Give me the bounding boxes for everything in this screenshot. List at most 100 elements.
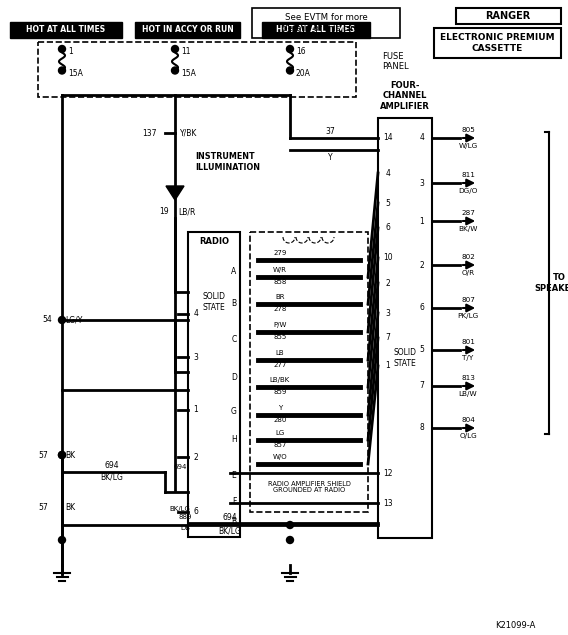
Bar [38,42,356,97]
Bar [252,8,400,38]
Text: 1: 1 [194,406,198,415]
Text: 805: 805 [461,127,475,133]
Circle shape [286,67,294,74]
Text: W/LG: W/LG [458,143,478,149]
Text: HOT AT ALL TIMES: HOT AT ALL TIMES [27,25,106,34]
Circle shape [286,521,294,528]
Text: H: H [231,436,237,444]
Text: 5: 5 [420,345,424,354]
Text: FUSE
PANEL: FUSE PANEL [382,52,408,71]
Text: 14: 14 [383,133,393,142]
Bar [10,22,122,38]
Text: O/R: O/R [461,270,474,276]
Text: SOLID
STATE: SOLID STATE [394,349,416,368]
Bar [434,28,561,58]
Text: RANGER: RANGER [486,11,531,21]
Text: RADIO AMPLIFIER SHIELD
GROUNDED AT RADIO: RADIO AMPLIFIER SHIELD GROUNDED AT RADIO [268,481,350,493]
Text: 278: 278 [273,306,287,312]
Text: 280: 280 [273,417,287,423]
Text: 8: 8 [420,424,424,432]
Text: ELECTRONIC PREMIUM
CASSETTE: ELECTRONIC PREMIUM CASSETTE [440,33,554,53]
Text: 12: 12 [383,469,392,478]
Text: BK: BK [65,450,75,460]
Text: SOLID
STATE: SOLID STATE [203,292,225,312]
Circle shape [59,67,65,74]
Text: 813: 813 [461,375,475,381]
Text: Y: Y [328,152,332,161]
Circle shape [59,537,65,544]
Text: See EVTM for more
details of this circuit: See EVTM for more details of this circui… [282,13,370,32]
Text: 57: 57 [38,504,48,512]
Text: 4: 4 [420,133,424,142]
Text: 3: 3 [420,178,424,187]
Text: BK: BK [65,504,75,512]
Text: BK/W: BK/W [458,226,478,232]
Text: O/LG: O/LG [459,433,477,439]
Text: 694: 694 [173,464,187,470]
Text: DG/O: DG/O [458,188,478,194]
Text: 855: 855 [273,334,287,340]
Text: 2: 2 [194,453,198,462]
Text: T/Y: T/Y [462,355,474,361]
Text: 6: 6 [386,224,390,232]
Text: 6: 6 [420,304,424,312]
Polygon shape [166,186,184,200]
Circle shape [172,67,178,74]
Text: 858: 858 [273,279,287,285]
Text: Y: Y [278,405,282,411]
Text: 4: 4 [194,309,198,319]
Text: 3: 3 [386,309,390,318]
Text: 19: 19 [160,208,169,217]
Text: BK/LG: BK/LG [170,506,190,512]
Bar [456,8,561,24]
Text: F: F [232,497,236,507]
Text: 5: 5 [386,199,390,208]
Text: 1: 1 [420,217,424,225]
Text: BK/LG: BK/LG [101,472,123,481]
Text: BK/LG: BK/LG [219,526,241,535]
Text: 279: 279 [273,250,287,256]
Text: W/R: W/R [273,267,287,273]
Bar [250,232,368,512]
Text: K21099-A: K21099-A [496,622,536,631]
Text: W/O: W/O [273,454,287,460]
Text: LG: LG [275,430,285,436]
Text: LB: LB [275,350,285,356]
Text: 54: 54 [42,316,52,324]
Bar [188,232,240,537]
Text: E: E [232,471,236,479]
Text: 859: 859 [273,389,287,395]
Text: 889: 889 [178,514,192,520]
Text: 6: 6 [194,507,198,516]
Circle shape [286,537,294,544]
Text: 37: 37 [325,128,335,137]
Text: P/W: P/W [273,322,287,328]
Text: FOUR-
CHANNEL
AMPLIFIER: FOUR- CHANNEL AMPLIFIER [380,81,430,111]
Text: B: B [231,518,236,526]
Text: D: D [231,373,237,382]
Text: 2: 2 [386,279,390,288]
Text: 16: 16 [296,47,306,56]
Text: TO
SPEAKERS: TO SPEAKERS [534,273,568,293]
Text: DB: DB [180,525,190,531]
Text: 287: 287 [461,210,475,216]
Text: PK/LG: PK/LG [457,313,479,319]
Text: 57: 57 [38,450,48,460]
Text: G: G [231,408,237,417]
Circle shape [59,451,65,458]
Text: 3: 3 [194,352,198,361]
Bar [135,22,240,38]
Text: 10: 10 [383,253,393,262]
Text: 15A: 15A [68,69,83,77]
Text: 694: 694 [105,460,119,469]
Text: HOT IN ACCY OR RUN: HOT IN ACCY OR RUN [141,25,233,34]
Text: 694: 694 [223,514,237,523]
Circle shape [59,46,65,53]
Text: 807: 807 [461,297,475,303]
Text: B: B [231,300,236,309]
Text: 811: 811 [461,172,475,178]
Text: 137: 137 [143,128,157,138]
Text: 7: 7 [420,382,424,391]
Text: 1: 1 [68,47,73,56]
Text: LB/W: LB/W [459,391,477,397]
